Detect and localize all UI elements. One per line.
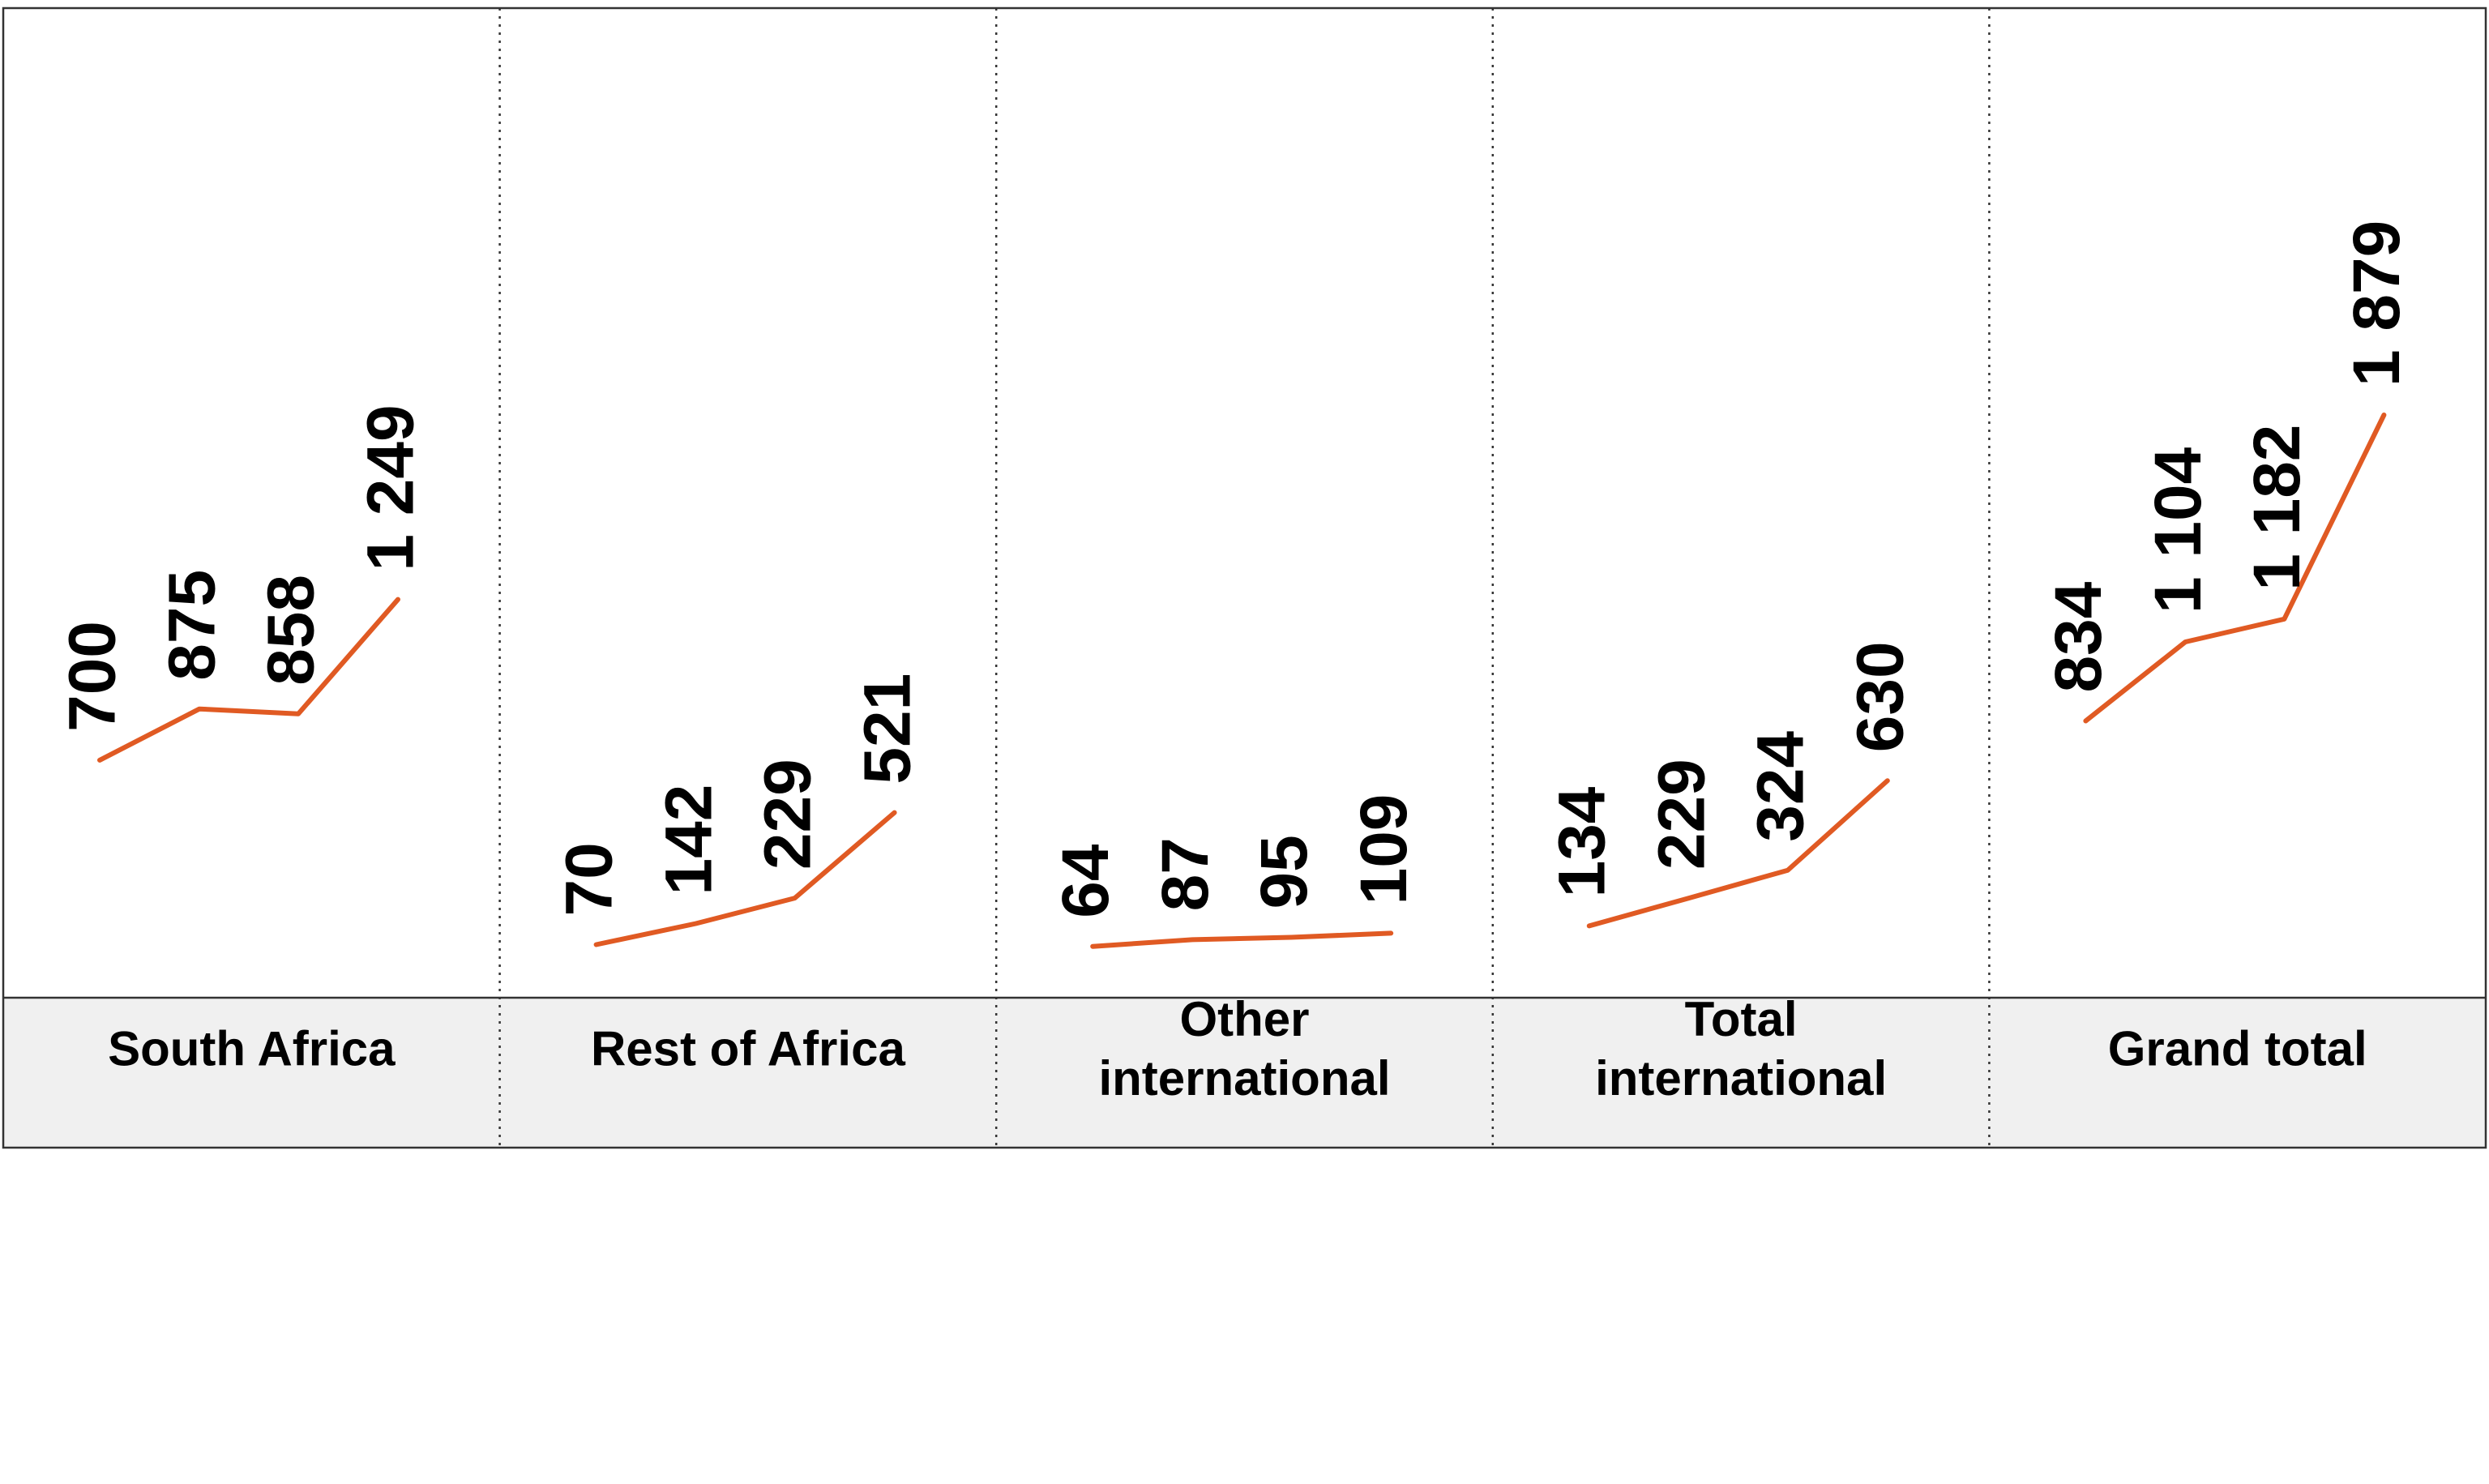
category-label: Rest of Africa (591, 1021, 905, 1076)
data-label: 87 (1148, 837, 1222, 911)
series-line (1586, 778, 1890, 929)
data-label: 521 (850, 674, 924, 785)
category-label: Total (1685, 992, 1798, 1046)
chart-frame (2, 6, 2487, 1149)
data-label: 834 (2042, 581, 2115, 692)
data-label: 875 (156, 570, 229, 681)
data-label: 700 (56, 621, 130, 732)
data-label: 324 (1743, 730, 1817, 841)
data-label: 229 (1644, 759, 1718, 870)
data-label: 858 (254, 575, 328, 686)
series-line (593, 810, 897, 947)
panel: 834 1 104 1 182 1 879 Grand total (2042, 220, 2414, 1076)
panels: 700 875 858 1 249 South Africa 70 142 229 521 Res… (56, 220, 2414, 1106)
data-label: 142 (652, 785, 725, 896)
data-label: 630 (1843, 641, 1917, 752)
category-label: South Africa (108, 1021, 396, 1076)
data-label: 109 (1347, 794, 1421, 905)
data-label: 1 879 (2340, 220, 2414, 387)
data-label: 64 (1049, 844, 1123, 918)
series-line (97, 597, 400, 763)
data-label: 1 104 (2141, 447, 2215, 614)
panel: 700 875 858 1 249 South Africa (56, 404, 428, 1076)
category-label: international (1595, 1051, 1887, 1106)
category-band (3, 998, 2486, 1148)
data-label: 95 (1247, 835, 1321, 909)
category-label: Grand total (2108, 1021, 2367, 1076)
category-label: international (1098, 1051, 1390, 1106)
panel-separators (498, 8, 1991, 1148)
series-line (2083, 413, 2387, 724)
data-label: 70 (552, 842, 626, 916)
panel: 70 142 229 521 Rest of Africa (552, 674, 924, 1076)
data-label: 229 (751, 759, 824, 870)
category-label: Other (1179, 992, 1309, 1046)
data-label: 1 182 (2240, 425, 2314, 591)
data-label: 1 249 (354, 404, 428, 571)
data-label: 134 (1545, 786, 1619, 897)
series-line (1090, 930, 1394, 949)
